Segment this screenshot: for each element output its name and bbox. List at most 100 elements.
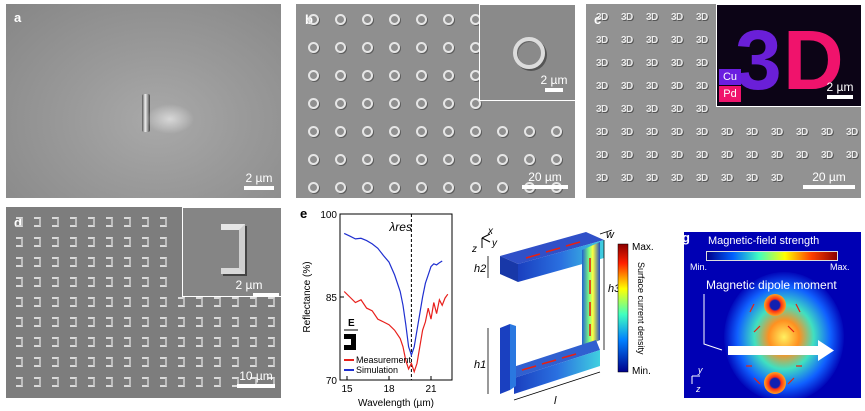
3d-letter: 3D	[746, 127, 758, 138]
3d-letter: 3D	[696, 81, 708, 92]
top-arm-face	[500, 232, 604, 264]
3d-letter: 3D	[596, 173, 608, 184]
y-tick-label: 85	[326, 293, 338, 304]
split-ring	[124, 277, 131, 287]
3d-letter: 3D	[846, 127, 858, 138]
split-ring	[16, 297, 23, 307]
ring	[497, 126, 508, 137]
colorbar-title: Magnetic-field strength	[708, 235, 820, 247]
ring	[362, 70, 373, 81]
split-ring	[196, 357, 203, 367]
top-arm-end	[500, 256, 518, 282]
panel-b: b 2 µm 20 µm	[296, 4, 575, 198]
split-ring	[232, 297, 239, 307]
field-arrows	[746, 303, 802, 385]
split-ring	[232, 337, 239, 347]
ring	[389, 14, 400, 25]
series-line-simulation	[343, 232, 443, 357]
ring	[470, 154, 481, 165]
panel-d: d 2 µm 10 µm	[6, 207, 281, 398]
y-tick-label: 100	[320, 210, 337, 221]
3d-letter: 3D	[696, 127, 708, 138]
3d-letter: 3D	[671, 81, 683, 92]
ring	[443, 98, 454, 109]
split-ring	[52, 237, 59, 247]
3d-letter: 3D	[796, 127, 808, 138]
split-ring	[268, 337, 275, 347]
panel-label: e	[300, 206, 308, 221]
colorbar-min-label: Min.	[690, 262, 708, 272]
split-ring	[250, 297, 257, 307]
ring	[389, 98, 400, 109]
3d-letter: 3D	[646, 173, 658, 184]
pd-legend-box: Pd	[719, 86, 741, 102]
inset-scale-bar: 2 µm	[821, 80, 859, 99]
split-ring	[160, 317, 167, 327]
split-ring	[70, 377, 77, 387]
3d-letter: 3D	[671, 12, 683, 23]
annotation-pointer	[703, 294, 723, 351]
ring	[416, 14, 427, 25]
h2-label: h2	[474, 263, 486, 275]
colorbar	[617, 243, 629, 373]
split-ring	[214, 377, 221, 387]
ring	[416, 154, 427, 165]
ring	[524, 126, 535, 137]
upper-hotspot	[764, 294, 786, 316]
split-ring	[232, 317, 239, 327]
ring	[497, 182, 508, 193]
3d-letter: 3D	[671, 58, 683, 69]
split-ring	[178, 317, 185, 327]
split-ring	[88, 277, 95, 287]
ring	[443, 154, 454, 165]
3d-letter: 3D	[721, 127, 733, 138]
3d-letter: 3D	[771, 127, 783, 138]
split-ring	[34, 377, 41, 387]
x-tick-label: 21	[425, 384, 437, 395]
inset-ring-closeup: 2 µm	[479, 4, 575, 101]
bottom-arm-side	[514, 350, 600, 394]
colorbar-max-label: Max.	[830, 262, 850, 272]
split-ring	[178, 357, 185, 367]
split-ring	[52, 357, 59, 367]
w-label: w	[606, 229, 615, 241]
colorbar	[706, 251, 838, 261]
3d-letter: 3D	[696, 35, 708, 46]
ring	[389, 182, 400, 193]
inset-scale-bar: 2 µm	[536, 73, 572, 92]
split-ring	[34, 337, 41, 347]
3d-letter: 3D	[621, 150, 633, 161]
dipole-arrow-head	[818, 340, 834, 361]
ring	[497, 154, 508, 165]
ring	[443, 70, 454, 81]
ring	[335, 98, 346, 109]
ring	[416, 98, 427, 109]
split-ring	[34, 357, 41, 367]
x-tick-label: 15	[341, 384, 353, 395]
vertical-post	[582, 242, 600, 348]
3d-letter: 3D	[696, 12, 708, 23]
split-ring	[268, 357, 275, 367]
split-ring	[142, 377, 149, 387]
ring	[443, 126, 454, 137]
3d-letter: 3D	[621, 81, 633, 92]
split-ring	[16, 237, 23, 247]
ring	[308, 98, 319, 109]
split-ring	[124, 297, 131, 307]
split-ring	[16, 277, 23, 287]
split-ring	[142, 357, 149, 367]
3d-letter: 3D	[646, 35, 658, 46]
split-ring	[160, 217, 167, 227]
ring-closeup-image	[513, 37, 545, 69]
3d-letter: 3D	[596, 150, 608, 161]
ring	[416, 42, 427, 53]
split-ring	[160, 357, 167, 367]
panel-g: Magnetic-field strength Min. Max. Magnet…	[684, 232, 861, 398]
split-ring	[268, 317, 275, 327]
split-ring	[16, 257, 23, 267]
dipole-arrow-shaft	[728, 346, 818, 355]
ring	[308, 154, 319, 165]
3d-letter: 3D	[746, 173, 758, 184]
ring	[335, 154, 346, 165]
split-ring	[268, 297, 275, 307]
